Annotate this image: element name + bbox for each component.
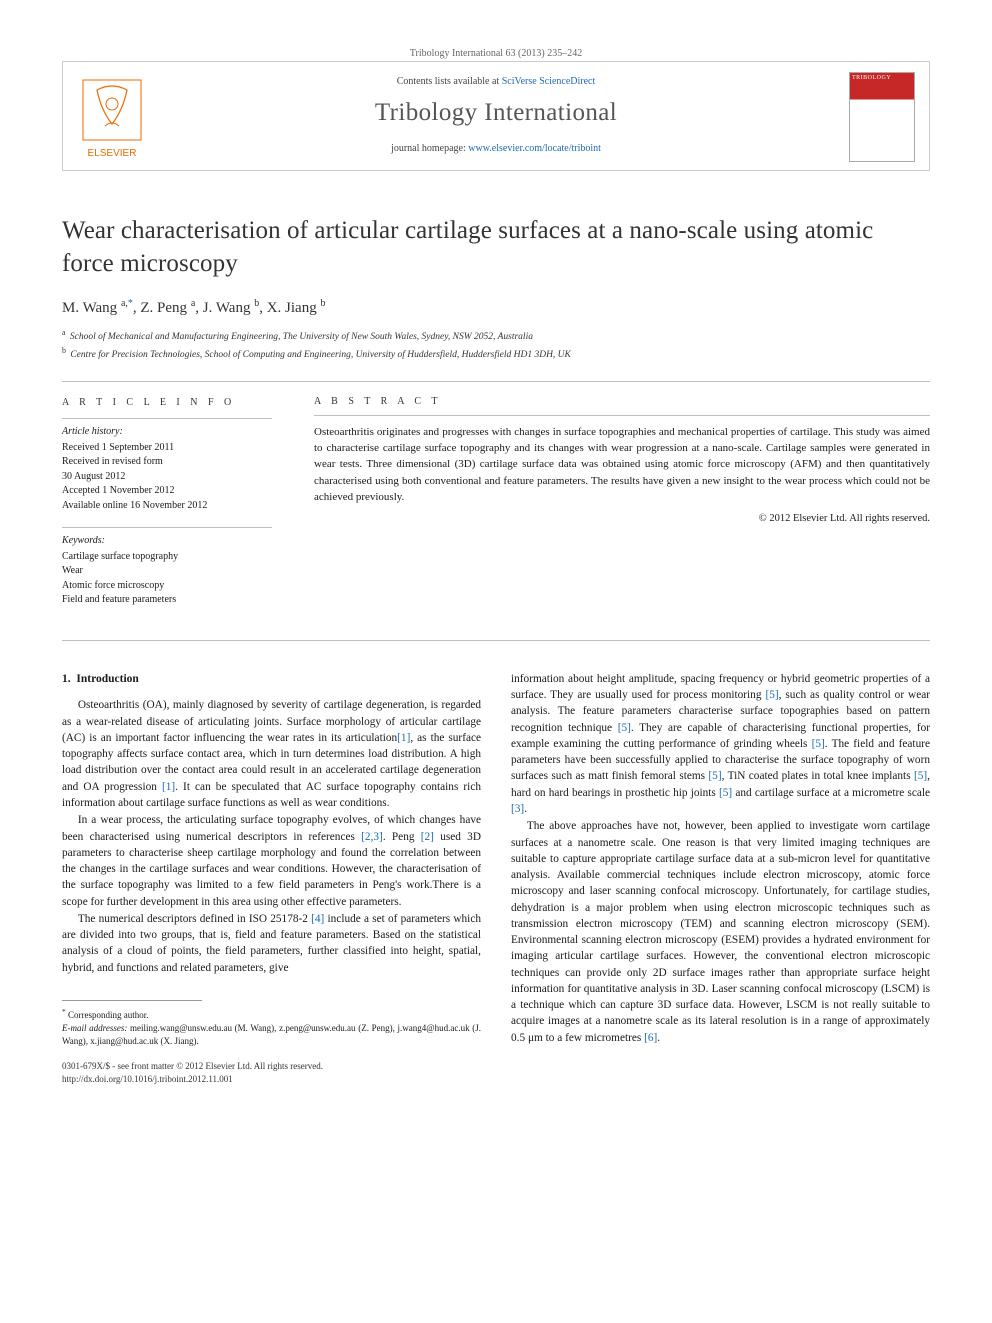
- authors-list: M. Wang a,*, Z. Peng a, J. Wang b, X. Ji…: [62, 298, 930, 317]
- article-title: Wear characterisation of articular carti…: [62, 215, 930, 280]
- article-info-column: A R T I C L E I N F O Article history: R…: [62, 396, 272, 622]
- doi-link[interactable]: http://dx.doi.org/10.1016/j.triboint.201…: [62, 1074, 233, 1084]
- body-paragraph: In a wear process, the articulating surf…: [62, 812, 481, 910]
- section-heading: 1. Introduction: [62, 671, 481, 688]
- email-addresses: E-mail addresses: meiling.wang@unsw.edu.…: [62, 1022, 481, 1048]
- abstract-heading: A B S T R A C T: [314, 396, 930, 407]
- keyword: Field and feature parameters: [62, 593, 272, 608]
- body-paragraph: The numerical descriptors defined in ISO…: [62, 911, 481, 976]
- elsevier-logo: ELSEVIER: [77, 76, 147, 160]
- history-line: Available online 16 November 2012: [62, 499, 272, 514]
- keyword: Cartilage surface topography: [62, 550, 272, 565]
- citation-line: Tribology International 63 (2013) 235–24…: [62, 48, 930, 59]
- keyword: Atomic force microscopy: [62, 579, 272, 594]
- contents-lists-line: Contents lists available at SciVerse Sci…: [167, 76, 825, 87]
- journal-cover-thumbnail: TRIBOLOGY: [849, 72, 915, 162]
- history-line: Received 1 September 2011: [62, 441, 272, 456]
- issn-line: 0301-679X/$ - see front matter © 2012 El…: [62, 1060, 481, 1073]
- cover-title: TRIBOLOGY: [852, 75, 912, 81]
- sciencedirect-link[interactable]: SciVerse ScienceDirect: [502, 76, 596, 87]
- history-line: 30 August 2012: [62, 470, 272, 485]
- corresponding-author-note: * Corresponding author.: [62, 1007, 481, 1022]
- homepage-prefix: journal homepage:: [391, 143, 468, 154]
- keywords-label: Keywords:: [62, 534, 272, 549]
- journal-name: Tribology International: [167, 99, 825, 127]
- article-body: 1. Introduction Osteoarthritis (OA), mai…: [62, 671, 930, 1085]
- article-info-heading: A R T I C L E I N F O: [62, 396, 272, 411]
- body-paragraph: information about height amplitude, spac…: [511, 671, 930, 817]
- journal-homepage-line: journal homepage: www.elsevier.com/locat…: [167, 143, 825, 154]
- svg-text:ELSEVIER: ELSEVIER: [88, 148, 137, 159]
- journal-banner: ELSEVIER TRIBOLOGY Contents lists availa…: [62, 61, 930, 171]
- body-paragraph: The above approaches have not, however, …: [511, 818, 930, 1046]
- footnote-separator: [62, 1000, 202, 1001]
- contents-prefix: Contents lists available at: [397, 76, 502, 87]
- journal-homepage-link[interactable]: www.elsevier.com/locate/triboint: [468, 143, 601, 154]
- affiliation-b: b Centre for Precision Technologies, Sch…: [62, 345, 930, 363]
- abstract-copyright: © 2012 Elsevier Ltd. All rights reserved…: [314, 513, 930, 524]
- article-history-label: Article history:: [62, 425, 272, 440]
- abstract-text: Osteoarthritis originates and progresses…: [314, 424, 930, 505]
- history-line: Accepted 1 November 2012: [62, 484, 272, 499]
- keyword: Wear: [62, 564, 272, 579]
- publication-meta: 0301-679X/$ - see front matter © 2012 El…: [62, 1060, 481, 1085]
- abstract-column: A B S T R A C T Osteoarthritis originate…: [314, 396, 930, 622]
- body-paragraph: Osteoarthritis (OA), mainly diagnosed by…: [62, 697, 481, 811]
- divider: [314, 415, 930, 416]
- affiliations: a School of Mechanical and Manufacturing…: [62, 327, 930, 363]
- footnotes: * Corresponding author. E-mail addresses…: [62, 1007, 481, 1048]
- affiliation-a: a School of Mechanical and Manufacturing…: [62, 327, 930, 345]
- history-line: Received in revised form: [62, 455, 272, 470]
- divider: [62, 640, 930, 641]
